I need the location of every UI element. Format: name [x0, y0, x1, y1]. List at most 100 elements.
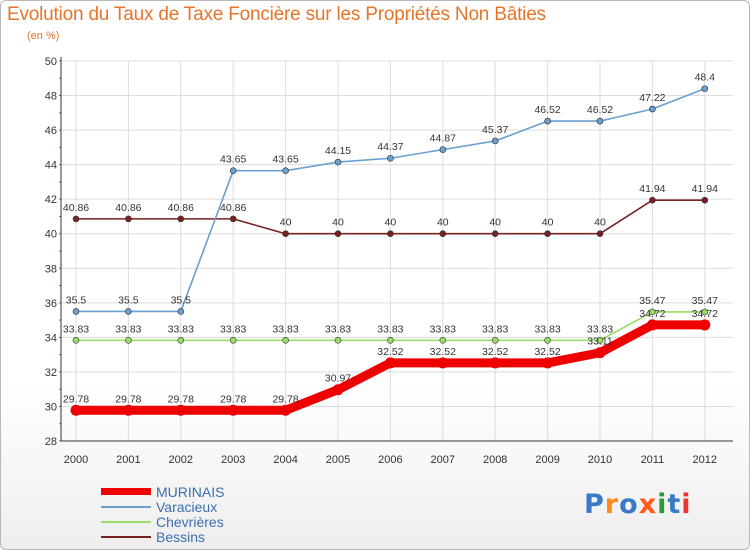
data-point-bessins	[177, 215, 185, 223]
data-label-chevrieres: 35.47	[639, 295, 665, 307]
data-label-bessins: 40	[542, 217, 554, 229]
data-label-bessins: 40	[437, 217, 449, 229]
data-label-murinais: 29.78	[168, 393, 194, 405]
data-point-chevrieres	[334, 336, 342, 344]
grid-lines	[61, 60, 733, 442]
logo-letter: t	[667, 489, 682, 520]
y-tick-label: 40	[45, 229, 57, 241]
data-point-varacieux	[177, 308, 185, 315]
y-tick-label: 48	[45, 91, 57, 103]
data-label-murinais: 34.72	[639, 308, 665, 320]
x-tick-label: 2009	[535, 454, 559, 466]
logo-letter: P	[584, 489, 605, 520]
legend-swatch	[101, 488, 151, 495]
data-point-bessins	[596, 230, 604, 238]
data-point-murinais	[489, 357, 501, 369]
data-label-varacieux: 43.65	[272, 154, 298, 166]
x-tick-label: 2005	[326, 454, 350, 466]
logo-letter: i	[657, 489, 668, 520]
legend-label: Chevrières	[156, 514, 224, 530]
x-tick-label: 2003	[221, 454, 245, 466]
chart-title: Evolution du Taux de Taxe Foncière sur l…	[7, 4, 546, 25]
legend-label: MURINAIS	[156, 484, 225, 500]
data-point-chevrieres	[596, 336, 604, 344]
data-label-varacieux: 47.22	[639, 92, 665, 104]
data-point-bessins	[491, 230, 499, 238]
data-point-murinais	[227, 404, 239, 416]
logo-letter: r	[604, 489, 620, 520]
chart-unit-label: (en %)	[27, 30, 60, 42]
data-labels: 29.78 29.78 29.78 29.78 29.78 30.97 32.52 32.52…	[63, 72, 718, 406]
data-label-chevrieres: 33.83	[587, 323, 613, 335]
data-label-varacieux: 44.37	[377, 141, 403, 153]
data-label-murinais: 29.78	[63, 393, 89, 405]
legend-swatch	[101, 536, 151, 538]
data-label-chevrieres: 33.83	[430, 323, 456, 335]
axes	[59, 57, 733, 442]
x-tick-label: 2012	[693, 454, 717, 466]
x-tick-label: 2002	[169, 454, 193, 466]
legend-swatch	[101, 521, 151, 523]
data-label-varacieux: 44.87	[430, 133, 456, 145]
data-point-chevrieres	[229, 336, 237, 344]
y-tick-label: 36	[45, 298, 57, 310]
data-point-murinais	[384, 357, 396, 369]
data-point-chevrieres	[439, 336, 447, 344]
proxiti-logo: Proxiti	[584, 489, 692, 520]
data-point-varacieux	[649, 105, 656, 113]
x-tick-label: 2001	[116, 454, 140, 466]
data-label-murinais: 32.52	[534, 346, 560, 358]
data-point-murinais	[646, 319, 658, 331]
data-label-murinais: 32.52	[430, 346, 456, 358]
data-point-murinais	[70, 404, 82, 416]
data-label-varacieux: 48.4	[695, 72, 716, 84]
data-point-chevrieres	[177, 336, 185, 344]
legend-label: Bessins	[156, 529, 206, 545]
data-point-chevrieres	[491, 336, 499, 344]
x-tick-label: 2000	[64, 454, 88, 466]
data-label-murinais: 29.78	[220, 393, 246, 405]
logo-letter: o	[619, 489, 639, 520]
data-point-bessins	[72, 215, 80, 223]
x-axis-ticks: 2000 2001 2002 2003 2004 2005 2006 2007 2008 2009…	[64, 454, 717, 466]
x-tick-label: 2007	[431, 454, 455, 466]
data-label-chevrieres: 35.47	[692, 295, 718, 307]
data-point-murinais	[332, 384, 344, 396]
x-tick-label: 2008	[483, 454, 507, 466]
logo-letter: i	[681, 489, 692, 520]
data-label-murinais: 33.11	[587, 336, 613, 348]
data-point-chevrieres	[649, 308, 656, 316]
data-point-varacieux	[125, 308, 132, 315]
data-label-varacieux: 43.65	[220, 154, 246, 166]
data-label-chevrieres: 33.83	[272, 323, 298, 335]
data-point-chevrieres	[282, 336, 289, 344]
data-label-chevrieres: 33.83	[482, 323, 508, 335]
legend-label: Varacieux	[156, 499, 218, 515]
data-point-varacieux	[491, 137, 499, 145]
data-point-murinais	[122, 404, 134, 416]
data-point-varacieux	[701, 85, 709, 92]
y-tick-label: 32	[45, 367, 57, 379]
data-point-bessins	[334, 230, 342, 238]
data-point-chevrieres	[72, 336, 80, 344]
data-point-varacieux	[544, 117, 551, 125]
data-label-murinais: 32.52	[482, 346, 508, 358]
data-point-bessins	[125, 215, 132, 223]
data-point-bessins	[701, 196, 709, 204]
data-label-varacieux: 44.15	[325, 145, 351, 157]
series-group	[70, 85, 711, 416]
y-tick-label: 46	[45, 125, 57, 137]
data-point-chevrieres	[544, 336, 551, 344]
data-label-bessins: 41.94	[692, 183, 718, 195]
data-label-murinais: 30.97	[325, 373, 351, 385]
data-label-murinais: 29.78	[272, 393, 298, 405]
data-label-chevrieres: 33.83	[168, 323, 194, 335]
data-point-varacieux	[596, 117, 604, 125]
data-label-bessins: 40	[594, 217, 606, 229]
y-tick-label: 44	[45, 160, 57, 172]
data-label-murinais: 32.52	[377, 346, 403, 358]
data-point-murinais	[542, 357, 554, 369]
y-tick-label: 34	[45, 332, 57, 344]
data-label-bessins: 40	[332, 217, 344, 229]
